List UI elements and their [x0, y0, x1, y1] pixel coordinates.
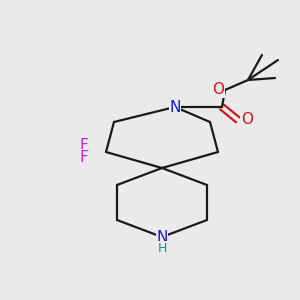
- Text: H: H: [157, 242, 167, 254]
- Text: O: O: [241, 112, 253, 128]
- Text: N: N: [156, 230, 168, 244]
- Text: O: O: [212, 82, 224, 98]
- Text: N: N: [169, 100, 181, 115]
- Text: F: F: [80, 149, 88, 164]
- Text: F: F: [80, 139, 88, 154]
